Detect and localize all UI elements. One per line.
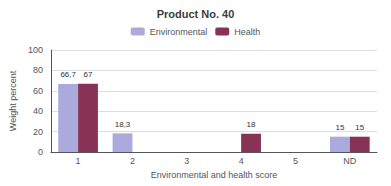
svg-text:18: 18 [247,120,256,129]
svg-text:80: 80 [33,65,43,75]
svg-text:66,7: 66,7 [60,70,76,79]
svg-text:4: 4 [239,156,244,166]
svg-text:Environmental and health score: Environmental and health score [151,170,278,180]
svg-text:ND: ND [343,156,356,166]
svg-text:18,3: 18,3 [115,120,131,129]
svg-text:67: 67 [84,70,93,79]
svg-text:15: 15 [355,123,364,132]
svg-text:5: 5 [293,156,298,166]
svg-text:60: 60 [33,86,43,96]
svg-text:20: 20 [33,127,43,137]
svg-text:100: 100 [28,45,43,55]
svg-text:3: 3 [184,156,189,166]
svg-text:15: 15 [335,123,344,132]
svg-text:Health: Health [234,27,260,37]
svg-text:2: 2 [130,156,135,166]
svg-text:Weight percent: Weight percent [8,70,18,131]
svg-text:1: 1 [76,156,81,166]
svg-text:Environmental: Environmental [150,27,208,37]
svg-text:Product No. 40: Product No. 40 [157,8,235,20]
svg-text:0: 0 [38,147,43,157]
svg-text:40: 40 [33,106,43,116]
